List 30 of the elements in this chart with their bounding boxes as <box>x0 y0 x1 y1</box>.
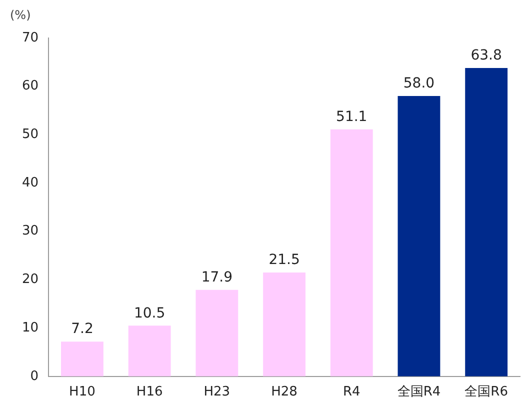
data-label: 7.2 <box>71 321 94 338</box>
y-tick-label: 20 <box>22 272 39 288</box>
y-tick-label: 30 <box>22 224 39 239</box>
data-label: 63.8 <box>470 48 502 64</box>
bar <box>263 272 306 376</box>
x-tick-label: H23 <box>204 384 230 400</box>
bar <box>196 290 238 376</box>
bar <box>465 68 508 376</box>
y-tick-label: 40 <box>22 175 39 190</box>
y-tick-label: 70 <box>22 30 39 46</box>
x-tick-label: 全国R6 <box>464 384 508 400</box>
data-label: 17.9 <box>201 270 233 286</box>
y-axis-title: (%) <box>10 8 31 22</box>
x-tick-label: H10 <box>69 384 96 400</box>
data-label: 21.5 <box>268 252 300 268</box>
data-label: 10.5 <box>134 305 166 322</box>
bar <box>330 129 373 376</box>
y-tick-label: 0 <box>30 368 39 384</box>
x-tick-label: 全国R4 <box>397 384 441 400</box>
data-label: 51.1 <box>336 109 368 126</box>
y-tick-label: 50 <box>22 127 39 142</box>
x-tick-label: R4 <box>342 384 360 400</box>
bar <box>61 342 104 376</box>
x-tick-label: H28 <box>271 384 298 400</box>
bar <box>128 326 171 376</box>
y-tick-label: 60 <box>22 78 39 94</box>
data-label: 58.0 <box>403 76 435 92</box>
x-tick-label: H16 <box>136 384 163 400</box>
y-tick-label: 10 <box>22 320 39 336</box>
bar <box>398 96 440 376</box>
